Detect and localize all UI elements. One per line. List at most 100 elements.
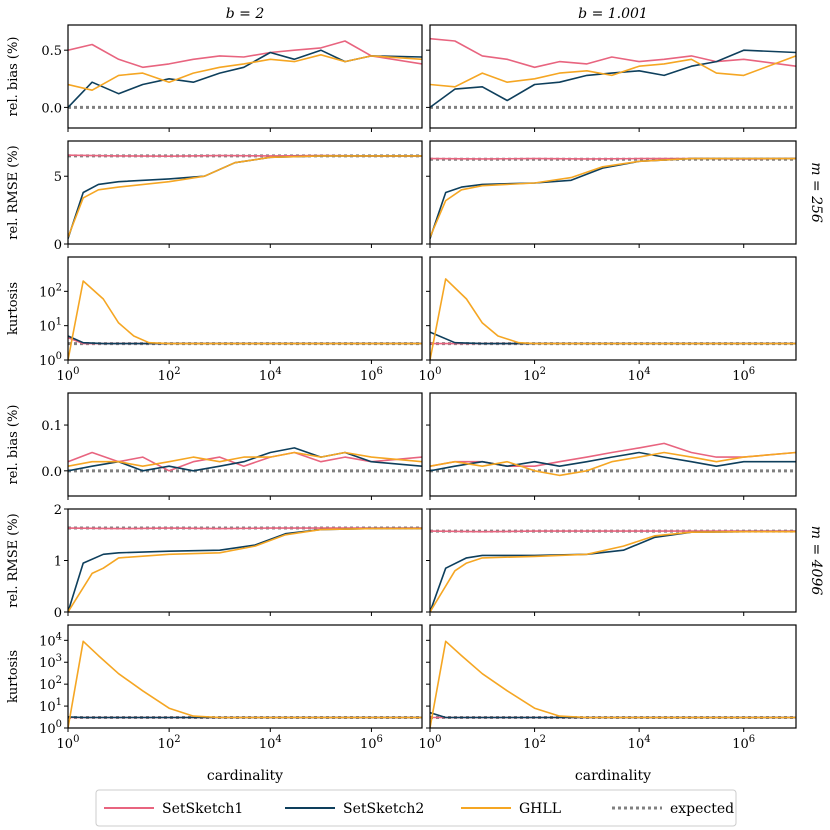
column-title: b = 1.001 [578, 6, 648, 22]
y-tick-label: 0.1 [41, 419, 62, 434]
series-line-setsketch1 [430, 530, 796, 533]
series-line-setsketch1 [68, 40, 422, 69]
series-line-ghll [430, 55, 796, 88]
x-tick-label: 104 [628, 366, 651, 384]
x-tick-label: 102 [158, 366, 181, 384]
x-tick-label: 102 [523, 734, 546, 752]
y-tick-label: 101 [39, 317, 62, 335]
y-tick-label: 100 [39, 719, 62, 737]
series-line-setsketch1 [430, 37, 796, 69]
panel-kurtosis-m4096-col1 [64, 624, 423, 732]
series-line-setsketch2 [68, 155, 422, 239]
series-line-setsketch1 [68, 527, 422, 530]
series-line-setsketch2 [430, 157, 796, 239]
x-tick-label: 104 [628, 734, 651, 752]
x-tick-label: 102 [158, 734, 181, 752]
panel-frame [67, 392, 423, 497]
series-line-ghll [430, 640, 796, 728]
panel-kurtosis-m256-col1 [64, 256, 423, 364]
series-line-ghll [68, 155, 422, 238]
series-line-setsketch2 [430, 451, 796, 472]
panel-frame [67, 24, 423, 129]
series-line-ghll [430, 157, 796, 238]
column-title: b = 2 [226, 6, 265, 22]
x-axis-label: cardinality [575, 768, 651, 784]
legend-label-setsketch2: SetSketch2 [343, 801, 424, 817]
series-line-setsketch2 [430, 530, 796, 612]
x-tick-label: 106 [732, 734, 755, 752]
x-tick-label: 100 [419, 366, 442, 384]
y-tick-label: 0 [54, 238, 62, 253]
panel-rmse-m4096-col2 [426, 508, 797, 616]
series-line-setsketch2 [430, 49, 796, 109]
panel-bias-m256-col1 [64, 24, 423, 132]
y-axis-label: rel. RMSE (%) [6, 145, 21, 239]
panel-bias-m4096-col1 [64, 392, 423, 500]
y-tick-label: 0.0 [41, 101, 62, 116]
series-line-setsketch2 [430, 331, 796, 345]
panel-frame [429, 140, 797, 245]
panel-bias-m4096-col2 [426, 392, 797, 500]
row-group-label: m = 4096 [808, 526, 824, 596]
series-line-ghll [68, 527, 422, 612]
y-axis-label: kurtosis [6, 282, 21, 335]
panel-bias-m256-col2 [426, 24, 797, 132]
y-tick-label: 0 [54, 606, 62, 621]
panel-rmse-m4096-col1 [64, 508, 423, 616]
y-tick-label: 102 [39, 282, 62, 300]
y-tick-label: 1 [54, 555, 62, 570]
y-tick-label: 103 [39, 653, 62, 671]
series-line-setsketch2 [68, 527, 422, 612]
x-tick-label: 104 [259, 366, 282, 384]
y-tick-label: 0.5 [41, 44, 62, 59]
y-tick-label: 101 [39, 697, 62, 715]
panel-frame [67, 140, 423, 245]
x-tick-label: 100 [57, 366, 80, 384]
legend-frame [95, 789, 737, 827]
panel-rmse-m256-col1 [64, 140, 423, 248]
y-tick-label: 102 [39, 675, 62, 693]
x-tick-label: 104 [259, 734, 282, 752]
panel-frame [429, 24, 797, 129]
y-tick-label: 100 [39, 351, 62, 369]
series-line-ghll [430, 278, 796, 360]
legend-label-expected: expected [670, 801, 734, 817]
panel-kurtosis-m256-col2 [426, 256, 797, 364]
panel-frame [67, 256, 423, 361]
x-tick-label: 106 [732, 366, 755, 384]
x-tick-label: 100 [57, 734, 80, 752]
y-tick-label: 104 [39, 631, 62, 649]
series-line-ghll [68, 451, 422, 468]
panel-frame [67, 508, 423, 613]
series-line-ghll [68, 280, 422, 360]
series-line-ghll [68, 53, 422, 91]
y-axis-label: rel. RMSE (%) [6, 513, 21, 607]
series-line-setsketch2 [68, 447, 422, 472]
y-axis-label: rel. bias (%) [6, 37, 21, 117]
panel-frame [429, 256, 797, 361]
series-line-ghll [430, 451, 796, 477]
legend-label-ghll: GHLL [519, 801, 561, 817]
y-tick-label: 2 [54, 503, 62, 518]
panel-frame [67, 624, 423, 729]
panel-rmse-m256-col2 [426, 140, 797, 248]
y-tick-label: 5 [54, 170, 62, 185]
x-tick-label: 106 [360, 734, 383, 752]
x-axis-label: cardinality [207, 768, 283, 784]
legend-label-setsketch1: SetSketch1 [162, 801, 243, 817]
series-line-ghll [430, 530, 796, 612]
x-tick-label: 100 [419, 734, 442, 752]
y-axis-label: rel. bias (%) [6, 405, 21, 485]
panel-frame [429, 624, 797, 729]
legend: SetSketch1 SetSketch2 GHLL expected [95, 789, 737, 827]
panel-frame [429, 508, 797, 613]
series-line-setsketch2 [68, 49, 422, 108]
series-line-ghll [68, 640, 422, 728]
x-tick-label: 106 [360, 366, 383, 384]
y-tick-label: 0.0 [41, 465, 62, 480]
row-group-label: m = 256 [808, 162, 824, 223]
panel-frame [429, 392, 797, 497]
panel-kurtosis-m4096-col2 [426, 624, 797, 732]
x-tick-label: 102 [523, 366, 546, 384]
